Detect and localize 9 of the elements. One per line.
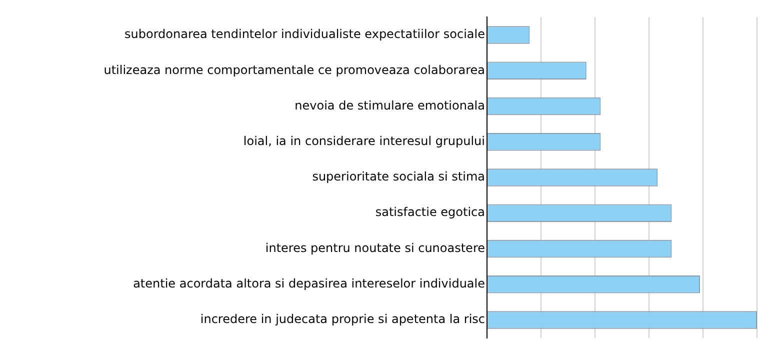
y-tick-label: atentie acordata altora si depasirea intereselor individuale (133, 276, 485, 290)
y-tick-label: interes pentru noutate si cunoastere (265, 240, 485, 255)
y-tick-label: nevoia de stimulare emotionala (294, 98, 485, 112)
y-tick-label: incredere in judecata proprie si apetenta la risc (200, 312, 485, 326)
y-tick-label: satisfactie egotica (375, 205, 485, 220)
y-tick-label: loial, ia in considerare interesul grupului (243, 134, 485, 148)
y-tick-label: subordonarea tendintelor individualiste expectatiilor sociale (124, 27, 485, 42)
y-tick-label: utilizeaza norme comportamentale ce promoveaza colaborarea (104, 62, 485, 77)
y-tick-label: superioritate sociala si stima (312, 170, 485, 184)
